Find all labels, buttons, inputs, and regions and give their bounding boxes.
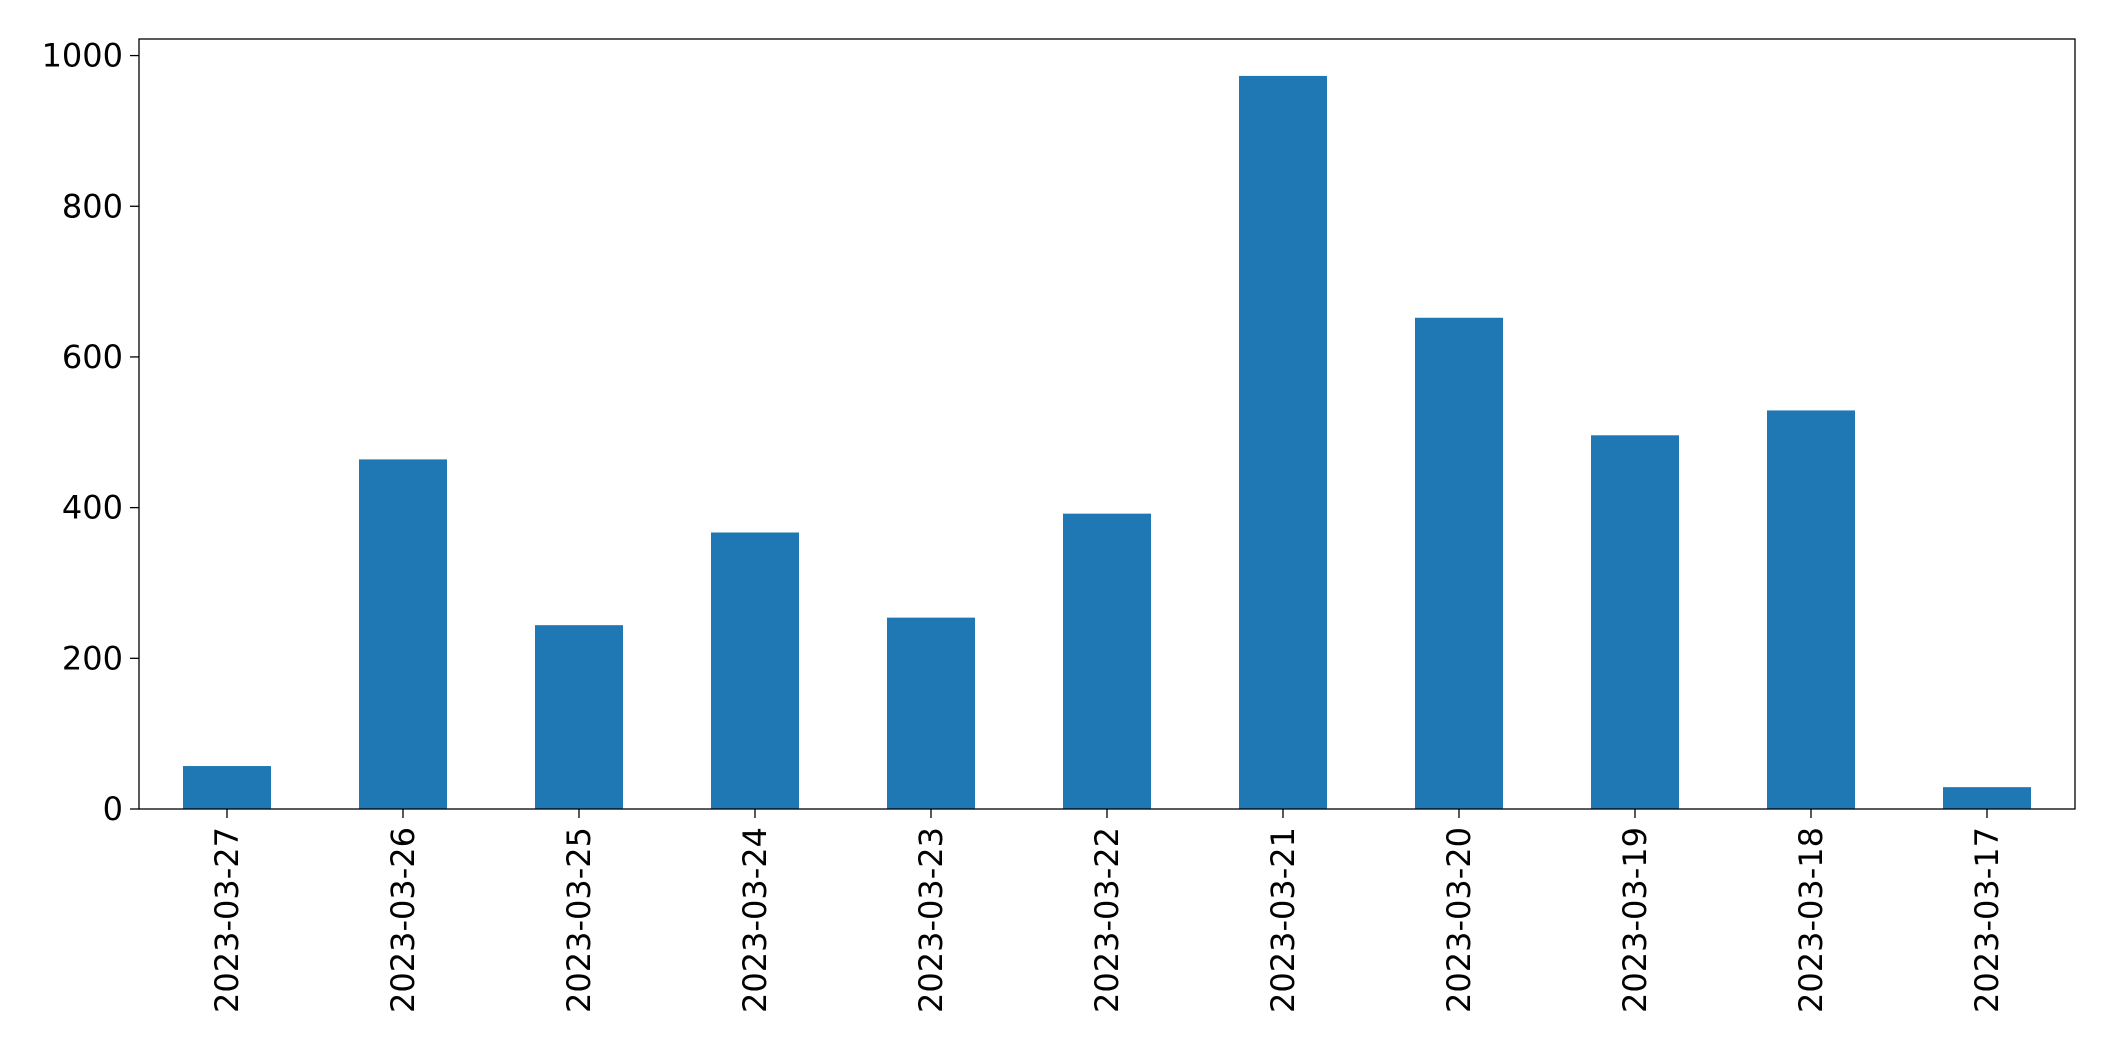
bar [887,617,975,809]
x-tick-label: 2023-03-27 [208,827,246,1013]
bar [1767,410,1855,809]
x-tick-label: 2023-03-17 [1968,827,2006,1013]
x-tick-label: 2023-03-21 [1264,827,1302,1013]
y-tick-label: 600 [62,338,123,376]
x-tick-label: 2023-03-26 [384,827,422,1013]
bar [1415,317,1503,809]
x-tick-label: 2023-03-24 [736,827,774,1013]
x-tick-label: 2023-03-25 [560,827,598,1013]
bar [359,459,447,809]
bar [711,532,799,809]
bar [183,766,271,809]
x-tick-label: 2023-03-23 [912,827,950,1013]
axes-frame [138,38,2076,810]
bar [1239,75,1327,810]
x-tick-label: 2023-03-19 [1616,827,1654,1013]
y-tick-label: 1000 [42,37,123,75]
bar [535,625,623,809]
bar [1063,513,1151,809]
x-tick-label: 2023-03-22 [1088,827,1126,1013]
y-tick-label: 400 [62,489,123,527]
bar [1943,787,2031,809]
y-tick-label: 0 [103,790,123,828]
y-tick-label: 200 [62,639,123,677]
bar [1591,435,1679,809]
x-tick-label: 2023-03-18 [1792,827,1830,1013]
x-tick-label: 2023-03-20 [1440,827,1478,1013]
y-tick-label: 800 [62,187,123,225]
